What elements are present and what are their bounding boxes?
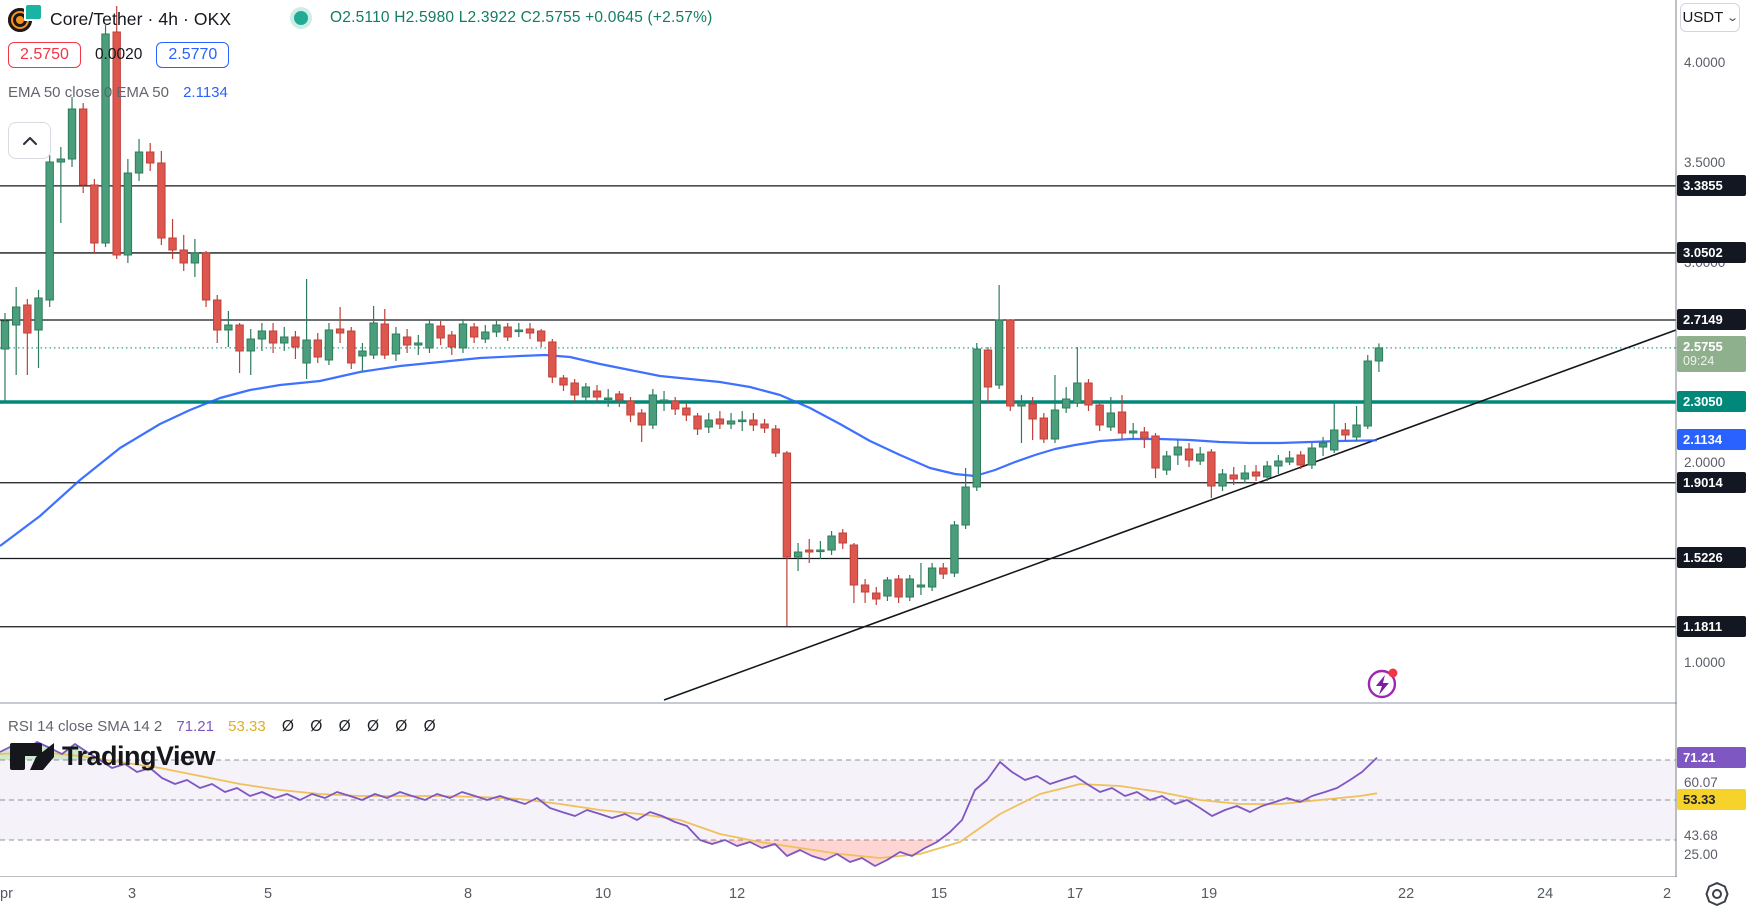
currency-label: USDT bbox=[1682, 9, 1724, 26]
time-tick: 22 bbox=[1398, 886, 1415, 902]
chat-badge-icon bbox=[24, 3, 43, 21]
tradingview-logo-icon bbox=[10, 743, 54, 770]
time-tick: 10 bbox=[595, 886, 612, 902]
candles bbox=[0, 6, 1384, 626]
price-tick: 1.0000 bbox=[1684, 655, 1726, 670]
trade-buttons: 2.5750 0.0020 2.5770 bbox=[8, 41, 230, 69]
time-tick: pr bbox=[0, 886, 13, 902]
ema-legend: EMA 50 close 0 EMA 50 2.1134 bbox=[8, 84, 228, 101]
price-level-label: 2.7149 bbox=[1677, 309, 1746, 331]
teal-level-label: 2.3050 bbox=[1677, 391, 1746, 412]
ohlc-values: O2.5110 H2.5980 L2.3922 C2.5755 +0.0645 … bbox=[330, 9, 713, 26]
chart-legend: Core/Tether · 4h · OKX bbox=[8, 3, 232, 33]
tradingview-logo[interactable]: TradingView bbox=[10, 736, 216, 776]
symbol-title[interactable]: Core/Tether · 4h · OKX bbox=[50, 8, 232, 29]
price-tick: 4.0000 bbox=[1684, 55, 1726, 70]
sell-price-button[interactable]: 2.5750 bbox=[8, 42, 81, 68]
price-axis[interactable]: USDT ⌄ 4.00003.50003.00002.00001.00003.3… bbox=[1677, 0, 1746, 877]
gear-icon bbox=[1705, 882, 1729, 906]
rsi-legend-label: RSI 14 close SMA 14 2 bbox=[8, 718, 163, 735]
bar-countdown: 09:24 bbox=[1683, 353, 1715, 368]
time-tick: 2 bbox=[1663, 886, 1672, 902]
spread-value: 0.0020 bbox=[94, 46, 143, 63]
time-axis[interactable]: pr 3 5 8 10 12 15 17 19 22 24 2 bbox=[0, 877, 1746, 910]
timezone-settings-button[interactable] bbox=[1700, 879, 1734, 909]
time-tick: 24 bbox=[1537, 886, 1554, 902]
rsi-tick: 60.07 bbox=[1684, 775, 1718, 790]
price-level-label: 1.5226 bbox=[1677, 547, 1746, 569]
rsi-band-params: Ø Ø Ø Ø Ø Ø bbox=[281, 718, 442, 735]
ema50-line[interactable] bbox=[0, 353, 1378, 547]
time-tick: 15 bbox=[931, 886, 948, 902]
ema-legend-label: EMA 50 close 0 EMA 50 bbox=[8, 84, 169, 101]
rsi-value-label: 71.21 bbox=[1677, 747, 1746, 768]
time-tick: 3 bbox=[128, 886, 137, 902]
rsi-tick: 43.68 bbox=[1684, 828, 1718, 843]
time-tick: 17 bbox=[1067, 886, 1084, 902]
time-tick: 12 bbox=[729, 886, 746, 902]
tradingview-logo-text: TradingView bbox=[62, 740, 216, 771]
price-level-label: 3.3855 bbox=[1677, 174, 1746, 196]
symbol-logo-icon bbox=[8, 3, 43, 33]
current-price-label: 2.5755 09:24 bbox=[1677, 335, 1746, 372]
currency-dropdown[interactable]: USDT ⌄ bbox=[1680, 3, 1740, 32]
time-tick: 19 bbox=[1201, 886, 1218, 902]
chevron-up-icon bbox=[22, 136, 37, 145]
collapse-legend-button[interactable] bbox=[8, 122, 51, 159]
ema-value-label: 2.1134 bbox=[1677, 429, 1746, 451]
chevron-down-icon: ⌄ bbox=[1726, 12, 1740, 24]
rsi-line bbox=[0, 741, 1378, 867]
price-level-label: 1.1811 bbox=[1677, 615, 1746, 637]
rsi-tick: 25.00 bbox=[1684, 847, 1718, 862]
rsi-sma-line bbox=[0, 751, 1378, 859]
price-tick: 2.0000 bbox=[1684, 455, 1726, 470]
price-level-label: 1.9014 bbox=[1677, 471, 1746, 493]
flash-trade-icon[interactable] bbox=[1367, 668, 1398, 699]
time-tick: 8 bbox=[464, 886, 473, 902]
ema-legend-value: 2.1134 bbox=[183, 84, 228, 101]
rsi-value: 71.21 bbox=[176, 718, 214, 735]
rsi-sma-value: 53.33 bbox=[228, 718, 266, 735]
buy-price-button[interactable]: 2.5770 bbox=[156, 42, 230, 68]
trendline[interactable] bbox=[663, 329, 1677, 701]
rsi-legend: RSI 14 close SMA 14 2 71.21 53.33 Ø Ø Ø … bbox=[8, 718, 442, 736]
market-status-icon bbox=[294, 11, 308, 25]
price-tick: 3.5000 bbox=[1684, 155, 1726, 170]
time-tick: 5 bbox=[264, 886, 273, 902]
price-level-label: 3.0502 bbox=[1677, 241, 1746, 263]
rsi-value-label: 53.33 bbox=[1677, 789, 1746, 810]
